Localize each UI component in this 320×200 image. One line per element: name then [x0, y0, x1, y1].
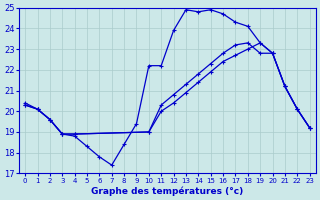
X-axis label: Graphe des températures (°c): Graphe des températures (°c): [91, 186, 244, 196]
